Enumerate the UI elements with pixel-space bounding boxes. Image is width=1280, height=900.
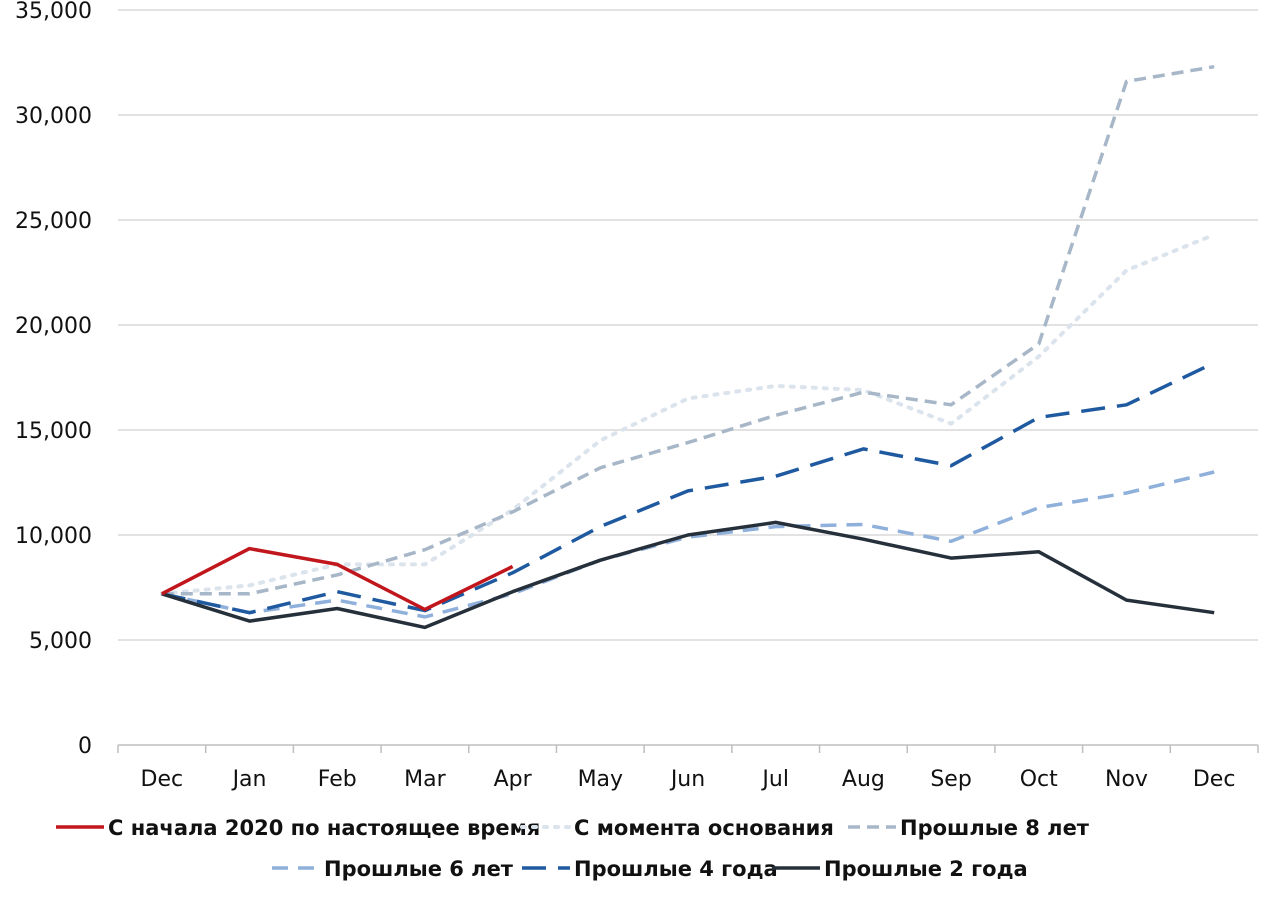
series-line-4: [161, 361, 1215, 615]
legend-label: С начала 2020 по настоящее время: [108, 816, 540, 840]
series-lines: [159, 64, 1217, 630]
axes: 0 5,000 10,000 15,000 20,000 25,000 30,000 35,0…: [15, 0, 1259, 792]
y-tick-label: 35,000: [15, 0, 92, 24]
x-tick-label: Sep: [930, 767, 971, 792]
x-tick-label: Dec: [141, 767, 184, 792]
series-line-0: [160, 546, 514, 612]
legend-label: Прошлые 8 лет: [900, 816, 1090, 840]
x-tick-label: Jul: [760, 767, 789, 792]
y-tick-label: 10,000: [15, 524, 92, 549]
y-tick-label: 20,000: [15, 314, 92, 339]
x-tick-label: Nov: [1105, 767, 1148, 792]
y-tick-label: 25,000: [15, 209, 92, 234]
x-tick-label: Aug: [842, 767, 885, 792]
legend-label: Прошлые 4 года: [574, 857, 778, 881]
series-line-5: [161, 520, 1215, 630]
legend-item-3: Прошлые 6 лет: [272, 857, 514, 881]
x-tick-label: Mar: [404, 767, 446, 792]
y-tick-label: 15,000: [15, 419, 92, 444]
y-tick-label: 30,000: [15, 104, 92, 129]
x-tick-label: May: [578, 767, 623, 792]
y-tick-label: 0: [78, 734, 92, 759]
x-tick-label: Jun: [669, 767, 705, 792]
x-tick-label: Apr: [494, 767, 533, 792]
gridlines: [118, 9, 1258, 641]
x-tick-label: Feb: [318, 767, 357, 792]
legend-item-5: Прошлые 2 года: [772, 857, 1028, 881]
x-tick-label: Oct: [1020, 767, 1058, 792]
x-tick-label: Dec: [1193, 767, 1236, 792]
x-tick-label: Jan: [231, 767, 267, 792]
y-tick-label: 5,000: [29, 629, 92, 654]
legend-item-2: Прошлые 8 лет: [848, 816, 1090, 840]
legend-label: С момента основания: [574, 816, 834, 840]
series-line-2: [161, 64, 1215, 596]
legend-label: Прошлые 6 лет: [324, 857, 514, 881]
legend: С начала 2020 по настоящее время С момент…: [56, 816, 1090, 881]
legend-label: Прошлые 2 года: [824, 857, 1028, 881]
legend-item-1: С момента основания: [520, 816, 834, 840]
legend-item-4: Прошлые 4 года: [522, 857, 778, 881]
legend-item-0: С начала 2020 по настоящее время: [56, 816, 540, 840]
